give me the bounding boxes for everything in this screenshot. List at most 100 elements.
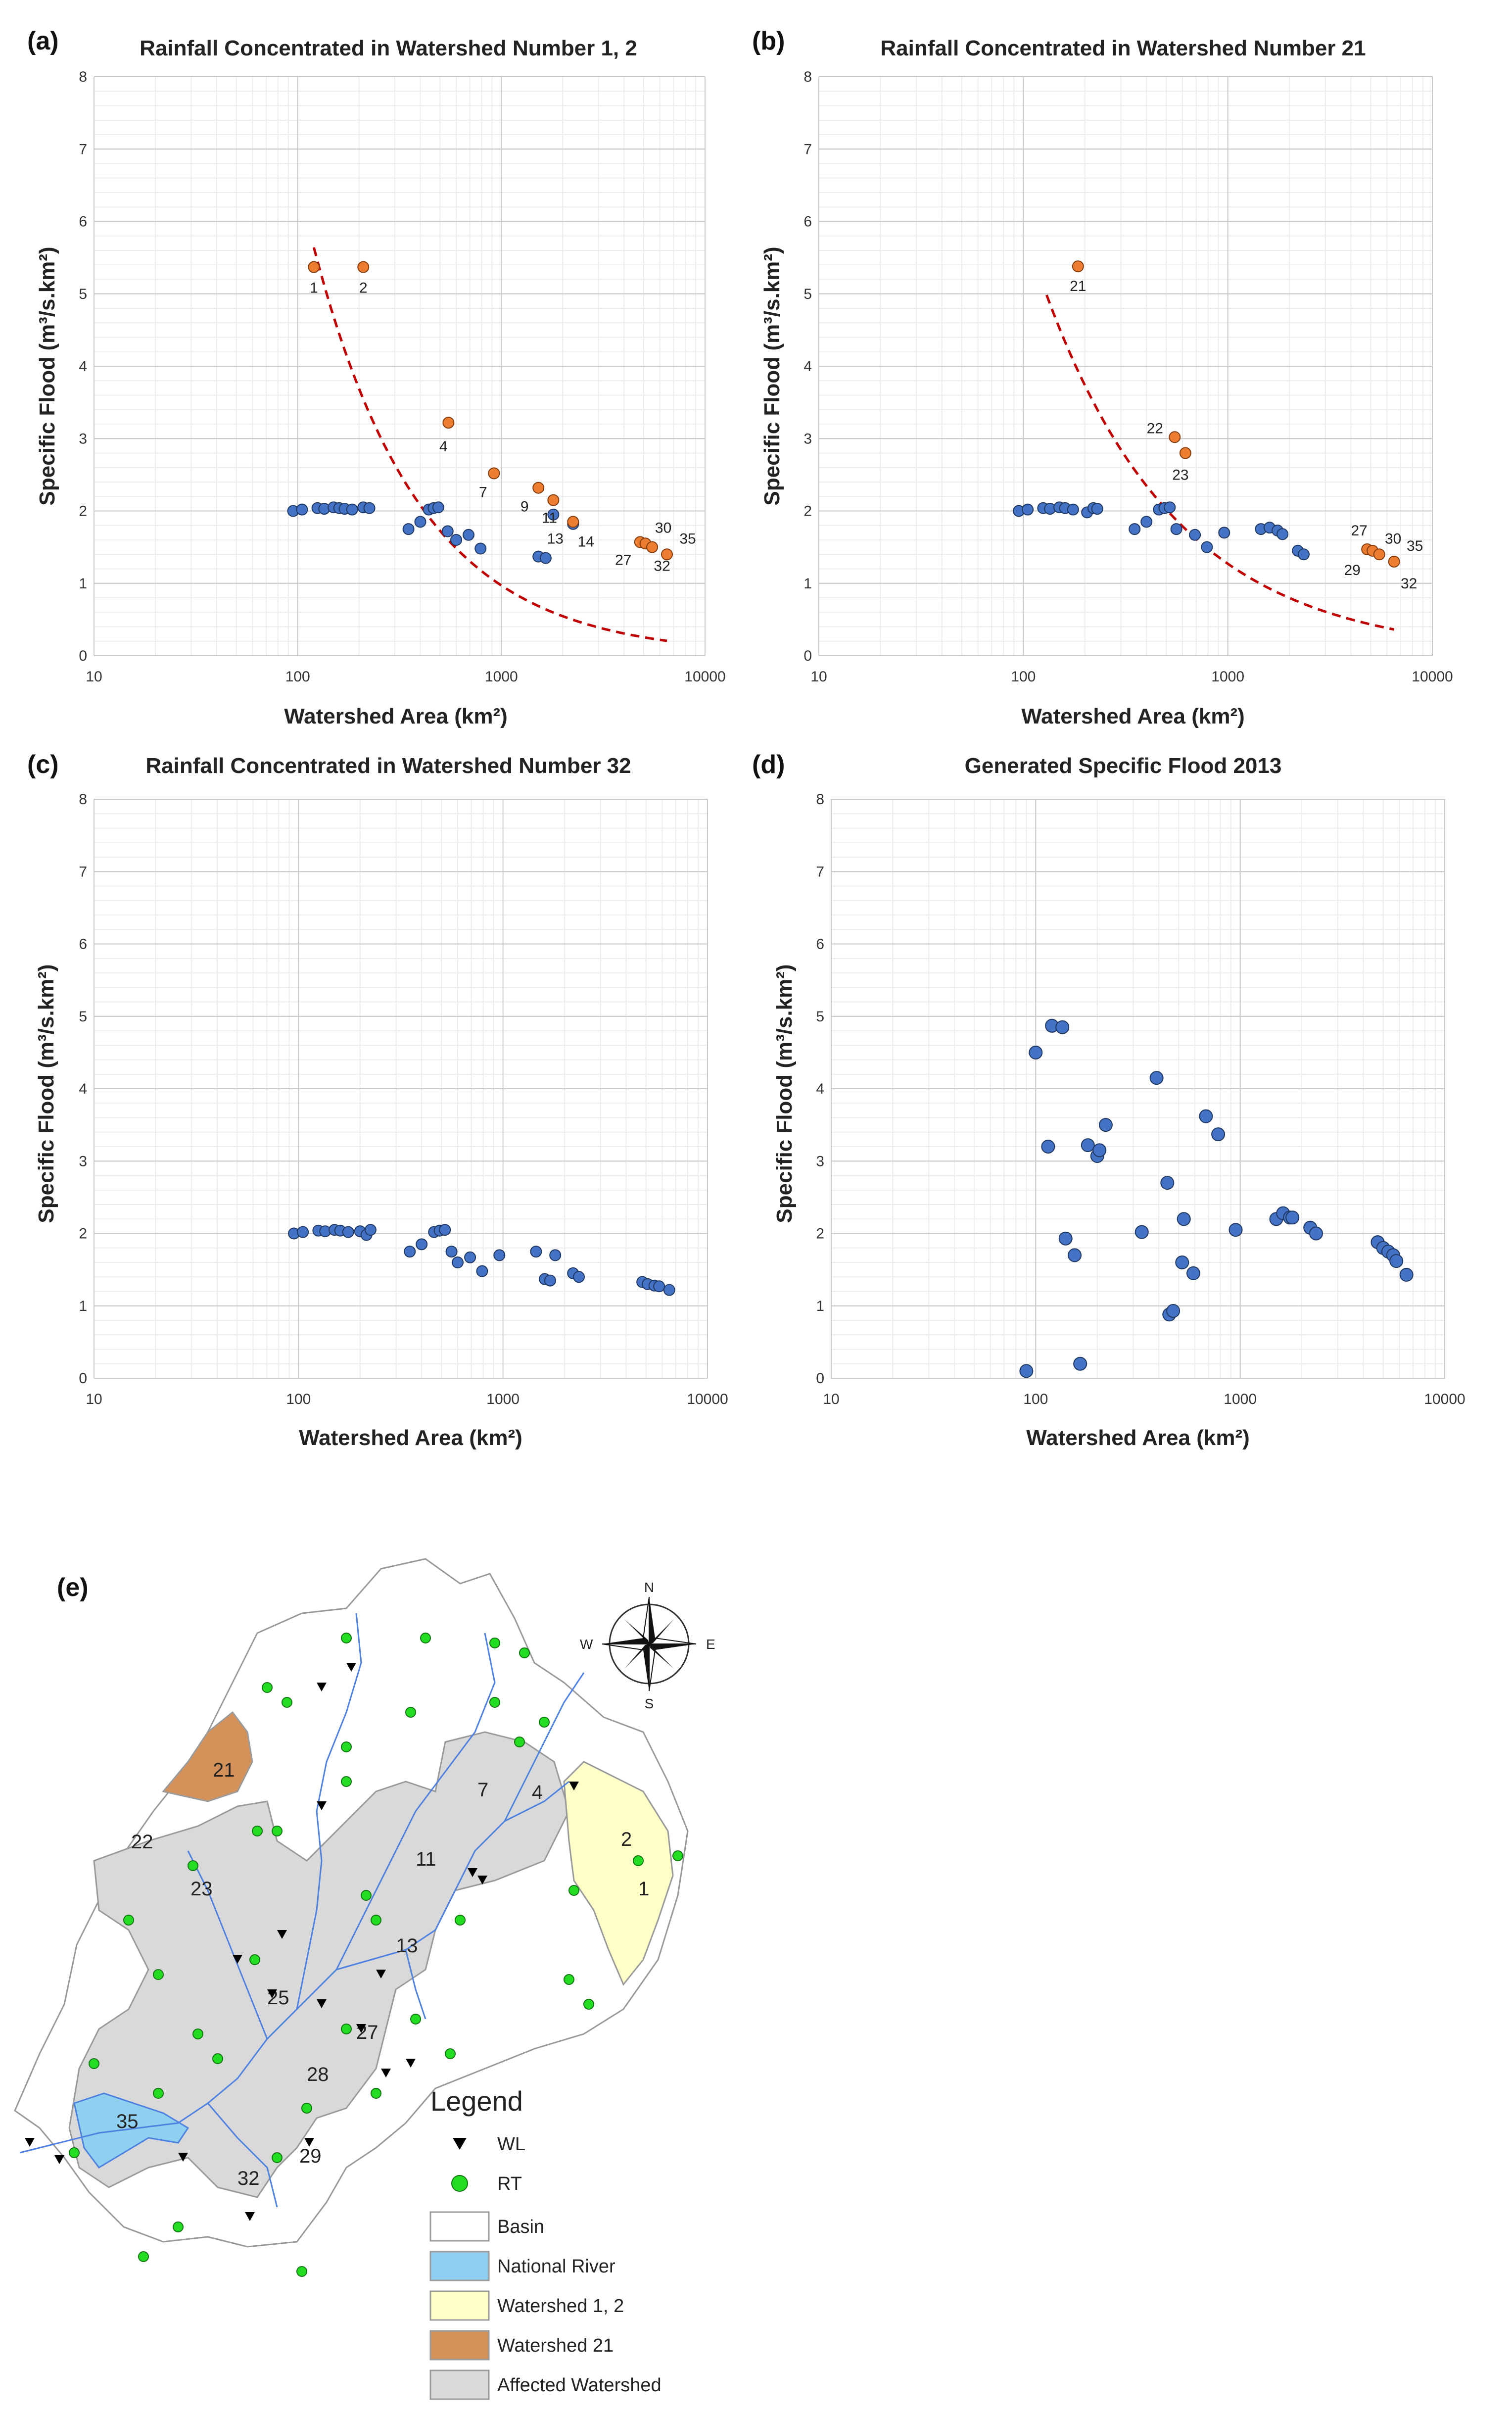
data-point — [452, 1256, 464, 1268]
y-tick-label: 6 — [816, 936, 824, 953]
panel-letter-e: (e) — [57, 1573, 89, 1602]
point-label: 35 — [679, 531, 696, 547]
river-network — [19, 1613, 585, 2208]
data-point — [432, 501, 444, 514]
chart-title-c: Rainfall Concentrated in Watershed Numbe… — [145, 754, 631, 778]
point-label: 1 — [310, 280, 318, 296]
legend-river-swatch — [429, 2251, 490, 2281]
point-label: 27 — [615, 552, 631, 568]
y-tick-label: 6 — [803, 214, 812, 230]
point-label: 35 — [1407, 538, 1423, 554]
map-legend: Legend WL RT Basin National River Waters… — [429, 2085, 662, 2400]
point-label: 27 — [1351, 523, 1368, 539]
data-point — [493, 1249, 506, 1261]
data-point — [539, 552, 552, 564]
legend-rt: RT — [497, 2173, 522, 2194]
x-axis-label-b: Watershed Area (km²) — [1021, 704, 1245, 728]
x-tick-label: 10 — [823, 1391, 839, 1407]
x-tick-label: 100 — [286, 1391, 311, 1407]
point-label: 32 — [1401, 576, 1417, 592]
y-tick-label: 2 — [816, 1226, 824, 1242]
data-point — [653, 1280, 665, 1293]
highlight-point — [1179, 447, 1191, 459]
highlight-point — [1373, 548, 1385, 561]
panel-letter-a: (a) — [27, 27, 59, 55]
legend-wl: WL — [497, 2134, 525, 2155]
point-label: 9 — [520, 499, 529, 515]
y-tick-label: 7 — [79, 141, 87, 157]
ticks-c: 0 1 2 3 4 5 6 7 8 10 100 1000 10000 — [79, 791, 728, 1407]
map-label-23: 23 — [190, 1878, 213, 1900]
y-tick-label: 0 — [79, 1370, 87, 1387]
y-tick-label: 5 — [79, 286, 87, 302]
y-tick-label: 3 — [816, 1153, 824, 1169]
data-point — [1199, 1109, 1213, 1123]
compass-s: S — [645, 1696, 654, 1711]
data-point — [416, 1238, 428, 1251]
data-point — [1140, 516, 1153, 528]
highlight-point — [488, 467, 500, 480]
chart-panel-c: (c) Rainfall Concentrated in Watershed N… — [27, 750, 728, 1450]
x-tick-label: 10 — [86, 669, 102, 685]
highlight-point — [567, 516, 579, 528]
map-label-29: 29 — [299, 2145, 322, 2167]
point-label: 30 — [1385, 531, 1401, 547]
data-point — [1170, 523, 1182, 535]
data-point — [402, 523, 415, 535]
data-point — [476, 1265, 488, 1277]
data-point — [1160, 1176, 1175, 1190]
data-point — [1092, 1143, 1107, 1158]
y-tick-label: 0 — [803, 648, 812, 664]
points-a — [287, 261, 673, 564]
legend-watershed-21: Watershed 21 — [497, 2335, 614, 2356]
watershed-1-2-area — [563, 1761, 674, 1986]
y-tick-label: 3 — [79, 431, 87, 447]
data-point — [1399, 1267, 1414, 1282]
chart-title-d: Generated Specific Flood 2013 — [965, 754, 1282, 778]
y-tick-label: 1 — [816, 1298, 824, 1314]
basin-map — [14, 1558, 689, 2248]
map-label-22: 22 — [131, 1831, 153, 1853]
legend-affected-watershed: Affected Watershed — [497, 2375, 662, 2396]
point-label: 23 — [1172, 467, 1188, 483]
map-label-13: 13 — [396, 1935, 418, 1957]
data-point — [464, 1251, 476, 1263]
y-tick-label: 8 — [79, 69, 87, 85]
x-tick-label: 10000 — [1412, 669, 1453, 685]
x-tick-label: 100 — [285, 669, 310, 685]
y-tick-label: 3 — [79, 1153, 87, 1169]
map-label-4: 4 — [532, 1782, 543, 1803]
highlight-point — [1169, 431, 1181, 443]
point-label: 14 — [578, 533, 594, 550]
point-labels-a: 1 2 4 7 9 11 13 14 30 35 27 32 — [310, 280, 696, 575]
data-point — [547, 508, 560, 521]
y-tick-label: 1 — [79, 1298, 87, 1314]
legend-basin-swatch — [429, 2211, 490, 2242]
data-point — [1081, 1138, 1095, 1153]
data-point — [1058, 1231, 1073, 1246]
affected-watershed-area — [68, 1731, 570, 2198]
map-label-32: 32 — [237, 2168, 260, 2189]
y-tick-label: 0 — [79, 648, 87, 664]
legend-ws21-swatch — [429, 2330, 490, 2361]
y-tick-label: 2 — [79, 1226, 87, 1242]
data-point — [573, 1271, 585, 1283]
data-point — [1201, 541, 1213, 553]
chart-title-b: Rainfall Concentrated in Watershed Numbe… — [880, 36, 1366, 60]
national-river — [73, 2092, 189, 2169]
data-point — [441, 525, 454, 537]
y-tick-label: 2 — [79, 503, 87, 520]
x-tick-label: 1000 — [486, 1391, 520, 1407]
y-tick-label: 7 — [803, 141, 812, 157]
legend-rt-symbol — [451, 2175, 468, 2192]
x-tick-label: 1000 — [1211, 669, 1244, 685]
data-point — [1218, 527, 1230, 539]
legend-watershed-1-2: Watershed 1, 2 — [497, 2296, 624, 2317]
point-label: 11 — [542, 510, 557, 527]
grid-a — [94, 76, 706, 656]
data-point — [530, 1246, 542, 1258]
map-label-7: 7 — [477, 1779, 488, 1801]
grid-d — [831, 799, 1445, 1379]
panel-letter-b: (b) — [752, 27, 785, 55]
y-tick-label: 5 — [79, 1009, 87, 1025]
